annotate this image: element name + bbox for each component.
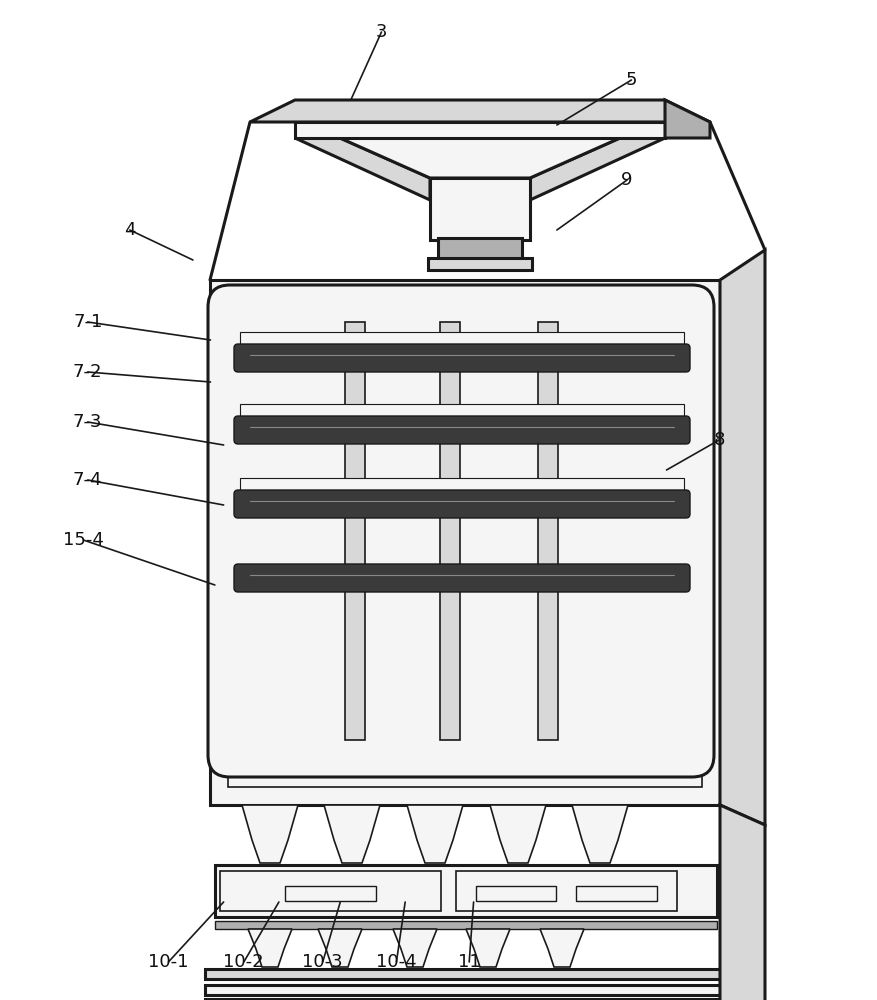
FancyBboxPatch shape: [234, 344, 690, 372]
Bar: [205, 999, 725, 1000]
Bar: [205, 985, 725, 995]
Text: 10-4: 10-4: [376, 953, 417, 971]
Bar: [240, 478, 684, 492]
Polygon shape: [530, 138, 665, 200]
Bar: [440, 322, 460, 740]
Polygon shape: [340, 138, 620, 178]
Polygon shape: [242, 805, 298, 863]
Text: 15-4: 15-4: [63, 531, 103, 549]
Text: 11: 11: [458, 953, 481, 971]
Polygon shape: [295, 138, 430, 200]
Polygon shape: [407, 805, 463, 863]
Bar: [228, 298, 702, 787]
Polygon shape: [295, 122, 665, 138]
FancyBboxPatch shape: [234, 416, 690, 444]
Bar: [476, 886, 556, 901]
Text: 10-2: 10-2: [224, 953, 264, 971]
Bar: [538, 322, 558, 740]
Bar: [285, 886, 375, 901]
Text: 10-3: 10-3: [303, 953, 343, 971]
Polygon shape: [490, 805, 546, 863]
Polygon shape: [572, 805, 628, 863]
Polygon shape: [393, 929, 437, 967]
Text: 8: 8: [714, 431, 724, 449]
Bar: [430, 178, 530, 240]
Polygon shape: [720, 250, 765, 825]
Bar: [576, 886, 657, 901]
Bar: [438, 238, 522, 260]
Text: 7-4: 7-4: [73, 471, 103, 489]
Polygon shape: [540, 929, 584, 967]
Polygon shape: [324, 805, 380, 863]
Text: 9: 9: [621, 171, 633, 189]
Polygon shape: [248, 929, 292, 967]
Polygon shape: [720, 805, 765, 1000]
Bar: [345, 322, 365, 740]
Text: 7-3: 7-3: [73, 413, 103, 431]
Polygon shape: [318, 929, 362, 967]
Text: 3: 3: [375, 23, 388, 41]
Bar: [240, 404, 684, 418]
Bar: [456, 871, 677, 911]
Bar: [215, 921, 717, 929]
Text: 10-1: 10-1: [148, 953, 189, 971]
Polygon shape: [250, 100, 710, 122]
Text: 5: 5: [625, 71, 638, 89]
Text: 7-1: 7-1: [73, 313, 103, 331]
Bar: [205, 969, 725, 979]
Polygon shape: [210, 280, 720, 805]
Bar: [428, 258, 532, 270]
Bar: [215, 865, 717, 917]
Bar: [240, 332, 684, 346]
Polygon shape: [466, 929, 510, 967]
FancyBboxPatch shape: [208, 285, 714, 777]
Text: 7-2: 7-2: [73, 363, 103, 381]
Bar: [220, 871, 441, 911]
FancyBboxPatch shape: [234, 490, 690, 518]
Polygon shape: [665, 100, 710, 138]
FancyBboxPatch shape: [234, 564, 690, 592]
Text: 4: 4: [124, 221, 136, 239]
